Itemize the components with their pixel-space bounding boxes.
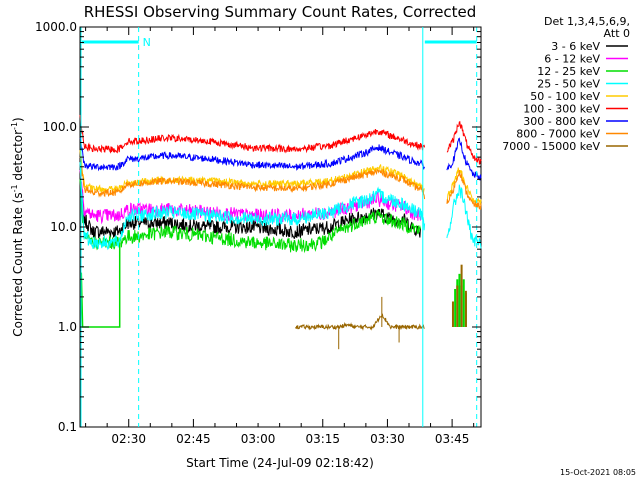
series-line-segment: [446, 167, 482, 205]
series-line-segment: [79, 150, 425, 194]
y-axis-label-exp1: -1: [10, 184, 19, 192]
series-line-segment: [80, 242, 121, 328]
y-axis-ticks: 0.1 1.0 10.0 100.0 1000.0: [35, 20, 481, 434]
series-12-25-kev: [79, 179, 467, 328]
x-tick-label: 03:30: [370, 432, 405, 446]
series-line-segment: [446, 184, 482, 249]
series-layer: [79, 114, 482, 350]
y-axis-label-end: ): [11, 117, 25, 122]
legend-header-line-2: Att 0: [604, 27, 630, 40]
chart-title: RHESSI Observing Summary Count Rates, Co…: [84, 3, 477, 21]
attenuator-label: N: [143, 36, 151, 49]
footer-timestamp: 15-Oct-2021 08:05: [560, 468, 636, 477]
legend-label: 25 - 50 keV: [537, 78, 600, 91]
y-axis-label-mid: detector: [11, 130, 25, 185]
series-line-segment: [79, 156, 426, 200]
legend-label: 800 - 7000 keV: [516, 128, 600, 141]
series-line-segment: [79, 177, 421, 240]
y-tick-label: 100.0: [43, 120, 77, 134]
x-tick-label: 03:00: [241, 432, 276, 446]
x-tick-label: 03:15: [305, 432, 340, 446]
x-tick-label: 02:45: [176, 432, 211, 446]
series-800-7000-kev: [79, 156, 482, 210]
y-axis-label-exp2: -1: [10, 122, 19, 130]
legend-label: 50 - 100 keV: [530, 90, 600, 103]
legend-label: 12 - 25 keV: [537, 65, 600, 78]
series-line-segment: [79, 114, 426, 154]
series-line-segment: [295, 313, 425, 331]
y-axis-label: Corrected Count Rate (s-1 detector-1): [10, 117, 25, 336]
series-50-100-kev: [79, 150, 482, 205]
legend-label: 6 - 12 keV: [544, 53, 600, 66]
y-tick-label: 1000.0: [35, 20, 77, 34]
series-line-segment: [79, 137, 426, 172]
y-tick-label: 10.0: [50, 220, 77, 234]
series-3-6-kev: [79, 177, 421, 240]
y-axis-label-main: Corrected Count Rate (s: [11, 192, 25, 336]
series-line-segment: [446, 170, 482, 210]
y-tick-label: 1.0: [58, 320, 77, 334]
series-25-50-kev: [79, 162, 482, 251]
x-axis-ticks: 02:30 02:45 03:00 03:15 03:30 03:45: [85, 27, 475, 446]
legend-label: 300 - 800 keV: [523, 115, 600, 128]
series-300-800-kev: [79, 137, 482, 181]
series-line-segment: [79, 179, 421, 254]
legend-label: 3 - 6 keV: [551, 40, 600, 53]
series-line-segment: [446, 120, 482, 165]
legend-label: 7000 - 15000 keV: [502, 140, 600, 153]
x-tick-label: 03:45: [435, 432, 470, 446]
x-tick-label: 02:30: [111, 432, 146, 446]
x-axis-label: Start Time (24-Jul-09 02:18:42): [186, 456, 374, 470]
series-100-300-kev: [79, 114, 482, 165]
legend-header-line-1: Det 1,3,4,5,6,9,: [544, 15, 630, 28]
series-line-segment: [79, 162, 426, 251]
series-7000-15000-kev: [295, 264, 467, 350]
y-tick-label: 0.1: [58, 420, 77, 434]
legend-label: 100 - 300 keV: [523, 103, 600, 116]
series-line-segment: [446, 137, 482, 181]
